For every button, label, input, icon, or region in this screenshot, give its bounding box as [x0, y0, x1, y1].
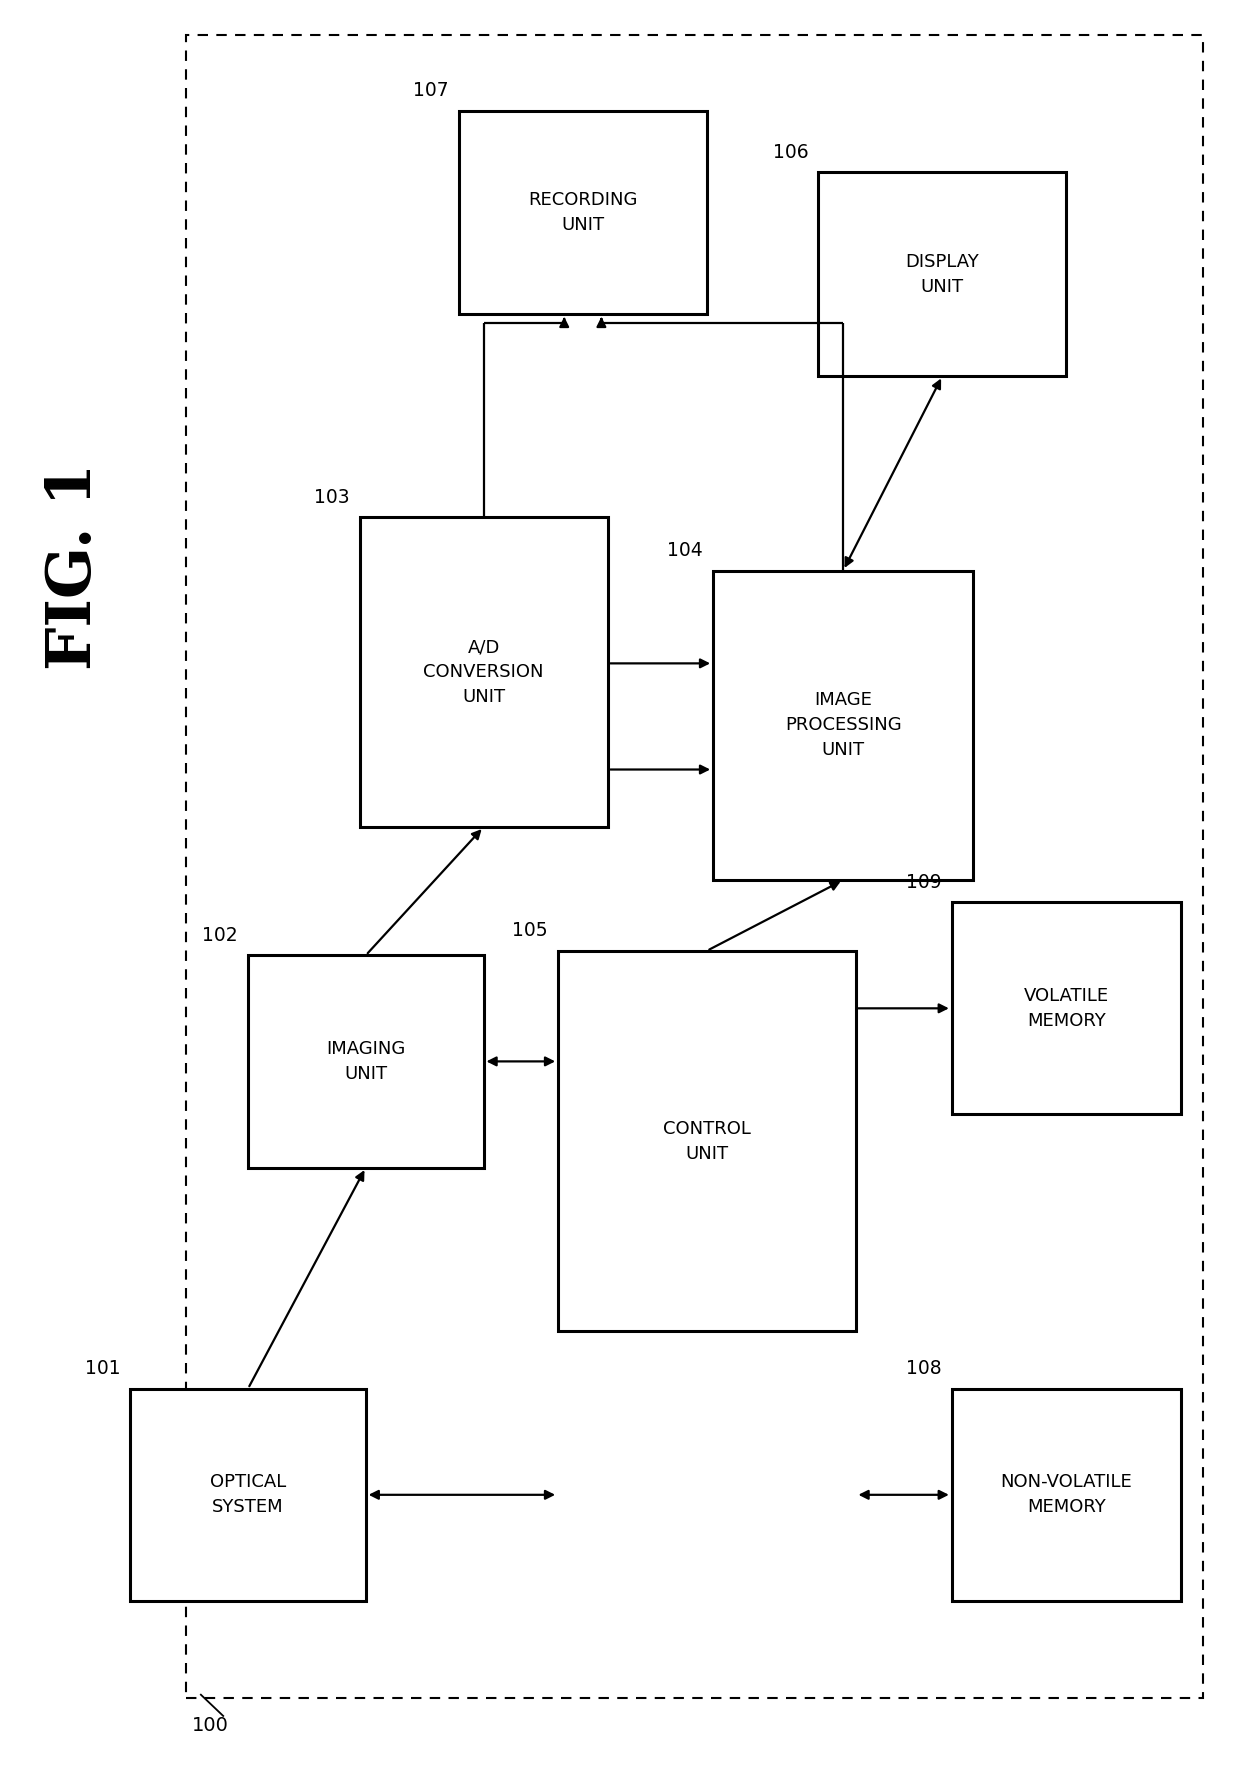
Text: IMAGING
UNIT: IMAGING UNIT	[326, 1040, 405, 1083]
Bar	[130, 1389, 366, 1601]
Text: RECORDING
UNIT: RECORDING UNIT	[528, 191, 637, 234]
Text: DISPLAY
UNIT: DISPLAY UNIT	[905, 253, 980, 295]
Text: 100: 100	[192, 1716, 229, 1735]
Text: 106: 106	[773, 143, 808, 163]
Text: 101: 101	[84, 1359, 120, 1378]
Bar	[360, 517, 608, 828]
Text: FIG. 1: FIG. 1	[45, 462, 104, 670]
Bar	[248, 955, 484, 1168]
Text: 102: 102	[202, 925, 238, 945]
Text: 109: 109	[906, 872, 942, 892]
Bar	[952, 1389, 1180, 1601]
Text: NON-VOLATILE
MEMORY: NON-VOLATILE MEMORY	[1001, 1474, 1132, 1516]
Text: 108: 108	[906, 1359, 942, 1378]
Bar	[818, 173, 1066, 377]
Text: 103: 103	[314, 488, 350, 506]
Text: 104: 104	[667, 541, 703, 561]
Bar	[186, 35, 1203, 1698]
Bar	[558, 952, 856, 1332]
Bar	[952, 902, 1180, 1114]
Text: IMAGE
PROCESSING
UNIT: IMAGE PROCESSING UNIT	[785, 692, 901, 759]
Text: A/D
CONVERSION
UNIT: A/D CONVERSION UNIT	[423, 639, 544, 706]
Bar	[459, 111, 707, 315]
Text: VOLATILE
MEMORY: VOLATILE MEMORY	[1024, 987, 1109, 1030]
Text: 105: 105	[512, 922, 548, 941]
Bar	[713, 571, 973, 881]
Text: OPTICAL
SYSTEM: OPTICAL SYSTEM	[210, 1474, 286, 1516]
Text: CONTROL
UNIT: CONTROL UNIT	[663, 1120, 750, 1162]
Text: 107: 107	[413, 81, 449, 101]
